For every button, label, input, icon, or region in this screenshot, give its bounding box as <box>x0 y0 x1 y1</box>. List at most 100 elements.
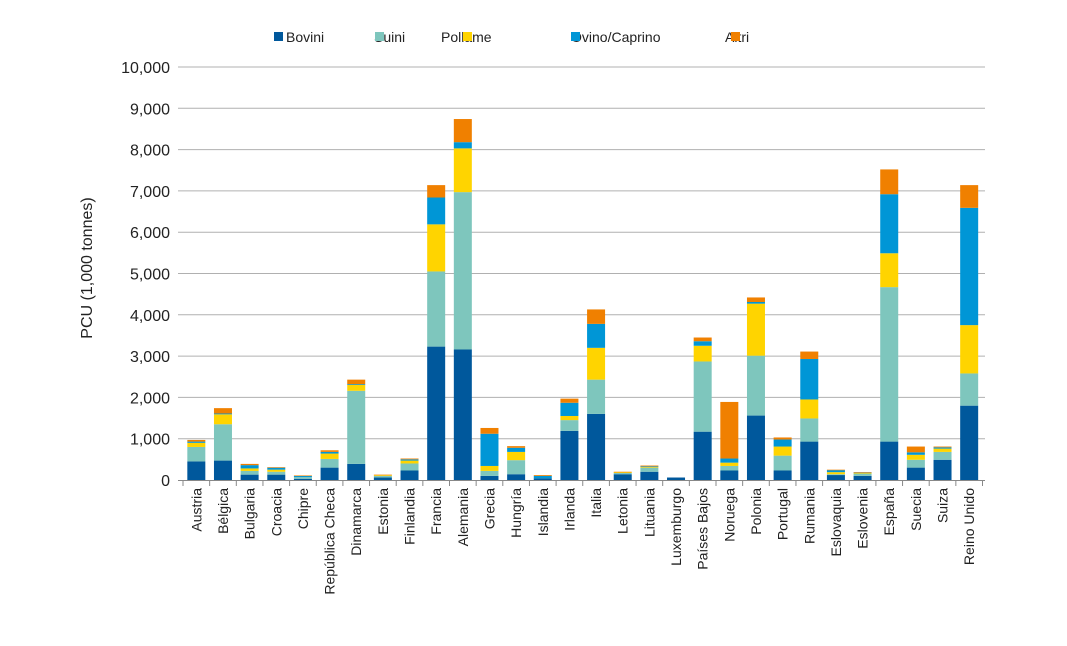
bar-segment-suini-alemania <box>453 192 472 350</box>
legend-item-ovino-caprino: Ovino/Caprino <box>571 29 661 45</box>
bar-segment-bovini-croacia <box>267 474 286 480</box>
legend-item-suini: Suini <box>374 29 405 45</box>
legend-item-pollame: Pollame <box>441 29 492 45</box>
y-tick-label: 9,000 <box>130 101 170 118</box>
gridlines <box>178 66 985 440</box>
bar-segment-suini-hungr-a <box>507 460 526 475</box>
bar-segment-bovini-suiza <box>933 459 952 480</box>
bar-segment-ovino-caprino-eslovenia <box>853 472 872 474</box>
bar-segment-bovini-finlandia <box>400 470 419 480</box>
bar-segment-pollame-grecia <box>480 465 499 471</box>
y-axis-title: PCU (1,000 tonnes) <box>79 197 96 338</box>
bar-segment-altri-reino-unido <box>960 185 979 208</box>
x-tick-label: República Checa <box>322 488 338 595</box>
x-tick-label: Italia <box>588 488 604 518</box>
bar-segment-bovini-portugal <box>773 470 792 480</box>
y-tick-label: 10,000 <box>121 60 170 77</box>
bar-segment-ovino-caprino-irlanda <box>560 402 579 416</box>
bar-segment-altri-suiza <box>933 446 952 448</box>
bar-segment-suini-austria <box>187 446 206 462</box>
bar-segment-ovino-caprino-islandia <box>533 475 552 479</box>
bar-segment-suini-bulgaria <box>240 470 259 475</box>
bar-segment-bovini-alemania <box>453 349 472 480</box>
bar-segment-ovino-caprino-chipre <box>293 475 312 478</box>
x-tick-label: Lituania <box>641 488 657 537</box>
bar-segment-ovino-caprino-bulgaria <box>240 465 259 469</box>
bar-segment-bovini-pa-ses-bajos <box>693 431 712 480</box>
bar-segment-altri-espa-a <box>880 169 899 195</box>
bar-segment-altri-pa-ses-bajos <box>693 337 712 342</box>
x-tick-label: Alemania <box>455 488 471 547</box>
bar-segment-suini-estonia <box>373 475 392 478</box>
bar-segment-ovino-caprino-eslovaquia <box>826 470 845 473</box>
bar-segment-pollame-alemania <box>453 148 472 193</box>
bar-segment-suini-lituania <box>640 467 659 472</box>
bar-segment-suini-rep-blica-checa <box>320 458 339 468</box>
x-axis: Austria Bélgica Bulgaria Croacia Chipre Repúb… <box>178 480 985 595</box>
bar-segment-altri-b-lgica <box>213 408 232 414</box>
legend-label: Ovino/Caprino <box>571 29 661 45</box>
y-tick-label: 5,000 <box>130 267 170 284</box>
bar-segment-suini-espa-a <box>880 287 899 442</box>
bar-segment-pollame-hungr-a <box>507 451 526 461</box>
bar-segment-pollame-rumania <box>800 399 819 419</box>
legend: Bovini Suini Pollame Ovino/Caprino Altri <box>274 29 749 45</box>
bar-segment-bovini-hungr-a <box>507 474 526 480</box>
x-tick-label: Polonia <box>748 488 764 535</box>
x-tick-label: Portugal <box>775 488 791 540</box>
bar-segment-altri-dinamarca <box>347 379 366 385</box>
bar-segment-pollame-lituania <box>640 466 659 468</box>
bar-segment-bovini-estonia <box>373 477 392 480</box>
x-tick-label: Islandia <box>535 488 551 536</box>
bar-segment-altri-eslovenia <box>853 472 872 473</box>
bar-segment-ovino-caprino-pa-ses-bajos <box>693 341 712 346</box>
bar-segment-suini-dinamarca <box>347 390 366 464</box>
bar-segment-bovini-letonia <box>613 474 632 480</box>
bar-segment-bovini-suecia <box>906 467 925 480</box>
legend-swatch <box>463 32 472 41</box>
bar-segment-bovini-austria <box>187 461 206 480</box>
bar-segment-altri-chipre <box>293 475 312 477</box>
bar-segment-ovino-caprino-reino-unido <box>960 207 979 326</box>
x-tick-label: Eslovaquia <box>828 488 844 557</box>
bar-segment-ovino-caprino-noruega <box>720 458 739 463</box>
legend-swatch <box>571 32 580 41</box>
x-tick-label: Suecia <box>908 488 924 531</box>
bar-segment-pollame-rep-blica-checa <box>320 453 339 459</box>
bar-segment-suini-italia <box>587 379 606 414</box>
bar-segment-pollame-francia <box>427 224 446 272</box>
x-tick-label: Hungría <box>508 488 524 538</box>
bar-segment-ovino-caprino-suiza <box>933 447 952 449</box>
x-tick-label: Bélgica <box>215 488 231 534</box>
bar-segment-suini-portugal <box>773 455 792 471</box>
x-tick-label: Rumania <box>801 488 817 544</box>
bar-segment-pollame-dinamarca <box>347 385 366 391</box>
bar-segment-suini-reino-unido <box>960 373 979 406</box>
bar-segment-altri-italia <box>587 309 606 324</box>
x-tick-label: Finlandia <box>402 488 418 545</box>
bar-segment-suini-letonia <box>613 472 632 475</box>
bar-segment-bovini-lituania <box>640 471 659 480</box>
bar-segment-altri-irlanda <box>560 398 579 403</box>
bar-segment-ovino-caprino-dinamarca <box>347 384 366 386</box>
bar-segment-pollame-pa-ses-bajos <box>693 345 712 362</box>
legend-label: Bovini <box>286 29 324 45</box>
bar-segment-ovino-caprino-lituania <box>640 466 659 467</box>
bar-segment-altri-estonia <box>373 474 392 476</box>
bar-segment-ovino-caprino-rumania <box>800 358 819 400</box>
bar-segment-pollame-austria <box>187 442 206 447</box>
bar-segment-bovini-irlanda <box>560 430 579 480</box>
x-tick-label: Letonia <box>615 488 631 534</box>
bar-segment-pollame-suiza <box>933 448 952 452</box>
legend-swatch <box>274 32 283 41</box>
bar-segment-suini-polonia <box>746 355 765 416</box>
bar-segment-altri-bulgaria <box>240 463 259 466</box>
bar-segment-altri-francia <box>427 185 446 198</box>
bar-segment-ovino-caprino-polonia <box>746 301 765 304</box>
y-tick-label: 2,000 <box>130 390 170 407</box>
bar-segment-pollame-irlanda <box>560 415 579 421</box>
bar-segment-suini-noruega <box>720 465 739 471</box>
bar-segment-suini-b-lgica <box>213 424 232 461</box>
bar-segment-pollame-noruega <box>720 462 739 466</box>
